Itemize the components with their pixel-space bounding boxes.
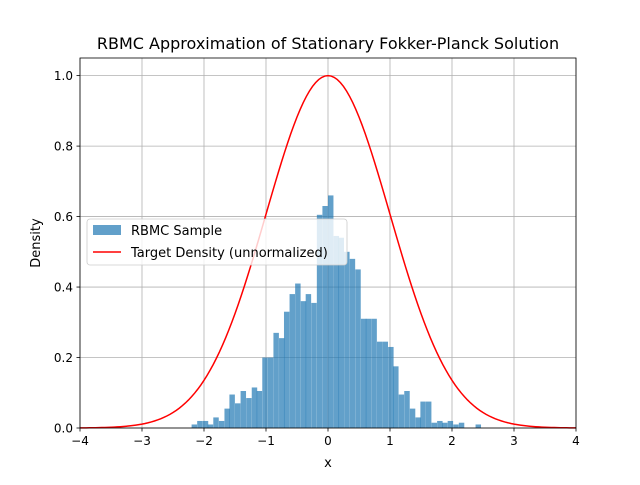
histogram-bar: [442, 422, 448, 428]
y-tick-label: 0.6: [54, 210, 73, 224]
histogram-bar: [235, 403, 241, 428]
histogram-bar: [453, 424, 459, 428]
histogram-bar: [262, 357, 268, 428]
x-axis-ticks: −4 −3 −2 −1 0 1 2 3 4: [71, 428, 580, 448]
histogram-bar: [300, 301, 307, 428]
histogram-bar: [240, 391, 247, 428]
y-axis-ticks: 0.0 0.2 0.4 0.6 0.8 1.0: [54, 69, 80, 436]
x-tick-label: −2: [195, 434, 213, 448]
histogram-bar: [322, 206, 328, 428]
legend-curve-label: Target Density (unnormalized): [130, 246, 328, 261]
histogram-bar: [316, 214, 323, 428]
chart-title: RBMC Approximation of Stationary Fokker-…: [97, 34, 559, 53]
legend-histogram-swatch: [93, 225, 121, 235]
histogram-bar: [365, 318, 372, 428]
legend-box: [86, 218, 348, 266]
histogram-bar: [349, 258, 356, 428]
histogram-bar: [224, 408, 230, 428]
histogram-bar: [447, 420, 454, 428]
histogram-bar: [289, 294, 296, 428]
histogram-bar: [409, 408, 416, 428]
histogram-bar: [328, 195, 334, 428]
y-tick-label: 0.8: [54, 140, 73, 154]
y-tick-label: 0.0: [54, 422, 73, 436]
y-tick-label: 1.0: [54, 69, 73, 83]
target-density-curve: [79, 74, 577, 429]
histogram-bar: [213, 417, 219, 428]
y-tick-label: 0.4: [54, 281, 73, 295]
x-tick-label: 3: [510, 434, 518, 448]
histogram-bar: [371, 318, 377, 428]
histogram-bar: [311, 302, 317, 428]
histogram-bar: [295, 283, 301, 428]
histogram-bar: [393, 366, 399, 428]
histogram-bar: [202, 420, 209, 428]
histogram-bar: [246, 398, 252, 428]
histogram-bar: [256, 391, 263, 428]
x-tick-label: 2: [448, 434, 456, 448]
histogram-bar: [475, 424, 482, 428]
histogram-bar: [437, 420, 443, 428]
legend-histogram-label: RBMC Sample: [131, 224, 222, 239]
histogram-bar: [398, 394, 405, 428]
histogram-bar: [267, 357, 274, 428]
x-tick-label: 0: [324, 434, 332, 448]
histogram-bar: [218, 420, 225, 428]
histogram-bar: [344, 251, 350, 428]
histogram-bar: [388, 346, 394, 428]
histogram-bar: [273, 332, 279, 428]
x-tick-label: −4: [71, 434, 89, 448]
histogram-bar: [251, 387, 258, 428]
histogram-bar: [229, 394, 235, 428]
histogram-bar: [415, 417, 421, 428]
histogram-bar: [338, 237, 344, 428]
histogram-bar: [279, 338, 285, 428]
histogram-bar: [207, 424, 214, 428]
histogram-bars: [191, 195, 482, 428]
x-tick-label: 4: [572, 434, 580, 448]
histogram-bar: [333, 235, 340, 428]
x-axis-label: x: [324, 456, 332, 471]
histogram-bar: [376, 341, 383, 428]
y-axis-label: Density: [29, 218, 44, 268]
histogram-bar: [191, 424, 198, 428]
histogram-bar: [355, 269, 361, 428]
histogram-bar: [197, 420, 203, 428]
histogram-bar: [404, 391, 410, 428]
legend: RBMC Sample Target Density (unnormalized…: [86, 218, 348, 266]
histogram-bar: [425, 401, 432, 428]
x-tick-label: 1: [386, 434, 394, 448]
histogram-bar: [360, 318, 367, 428]
histogram-bar: [283, 311, 290, 428]
x-tick-label: −3: [133, 434, 151, 448]
histogram-bar: [305, 294, 312, 428]
histogram-bar: [458, 422, 465, 428]
x-tick-label: −1: [257, 434, 275, 448]
histogram-bar: [431, 422, 437, 428]
histogram-bar: [420, 401, 426, 428]
histogram-bar: [382, 341, 389, 428]
y-tick-label: 0.2: [54, 351, 73, 365]
